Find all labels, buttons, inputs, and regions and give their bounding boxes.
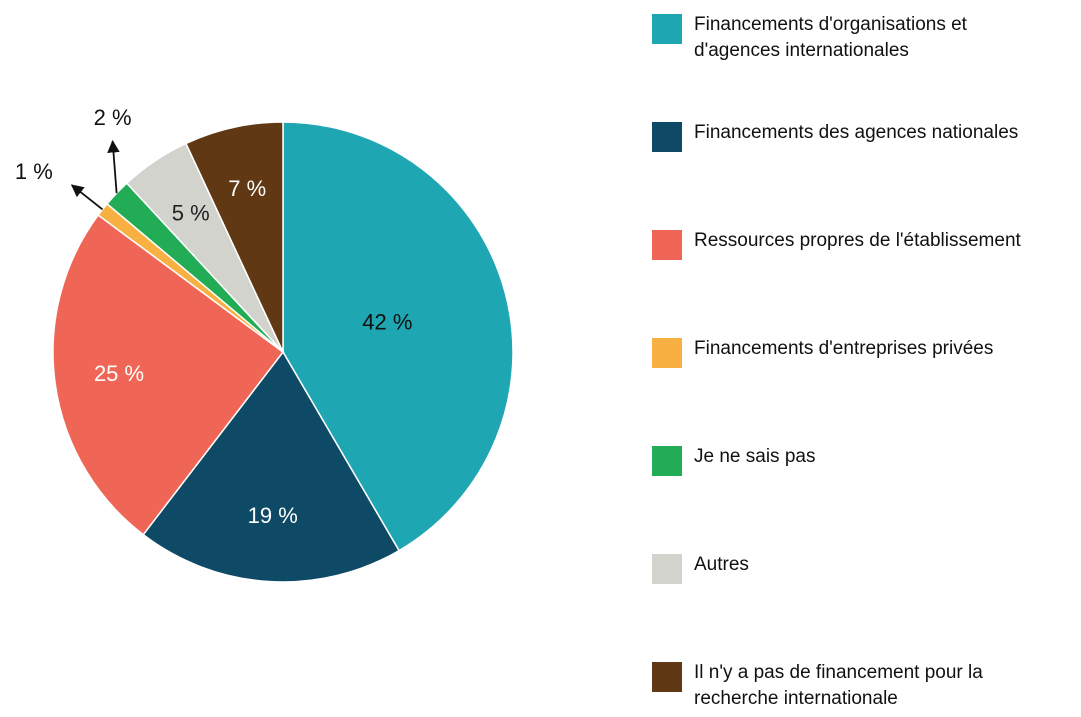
legend-item: Financements d'organisations et d'agence… — [652, 12, 1029, 64]
data-label: 25 % — [94, 361, 144, 386]
data-label: 19 % — [248, 503, 298, 528]
legend-label: Financements des agences nationales — [694, 122, 1019, 143]
legend-swatch — [652, 446, 682, 476]
legend-swatch — [652, 662, 682, 692]
data-label: 7 % — [228, 176, 266, 201]
legend-item: Financements des agences nationales — [652, 120, 1018, 152]
legend-label: Financements d'entreprises privées — [694, 338, 994, 359]
legend-swatch — [652, 554, 682, 584]
label-arrow — [107, 139, 120, 194]
legend-label: Ressources propres de l'établissement — [694, 230, 1021, 251]
data-label: 2 % — [94, 105, 132, 130]
pie-slice — [52, 214, 285, 536]
legend-label: Financements d'organisations et d'agence… — [694, 14, 967, 61]
legend-item: Financements d'entreprises privées — [652, 336, 993, 368]
legend-item: Je ne sais pas — [652, 444, 815, 476]
legend-label: Il n'y a pas de financement pour la rech… — [694, 662, 983, 709]
pie-slice — [282, 121, 514, 552]
legend-swatch — [652, 122, 682, 152]
data-label: 1 % — [15, 159, 53, 184]
data-label: 42 % — [362, 310, 412, 335]
legend-swatch — [652, 14, 682, 44]
data-label: 5 % — [172, 200, 210, 225]
legend-item: Il n'y a pas de financement pour la rech… — [652, 660, 1029, 712]
label-arrow — [70, 184, 104, 211]
legend-swatch — [652, 338, 682, 368]
legend-label: Je ne sais pas — [694, 446, 816, 467]
legend-label: Autres — [694, 554, 749, 575]
legend-swatch — [652, 230, 682, 260]
legend-item: Autres — [652, 552, 749, 584]
pie-slice — [184, 121, 284, 353]
legend-item: Ressources propres de l'établissement — [652, 228, 1021, 260]
pie-slice — [142, 350, 401, 583]
pie-chart: 42 % 19 % 25 % 1 % 2 % 5 % 7 % — [15, 105, 514, 583]
